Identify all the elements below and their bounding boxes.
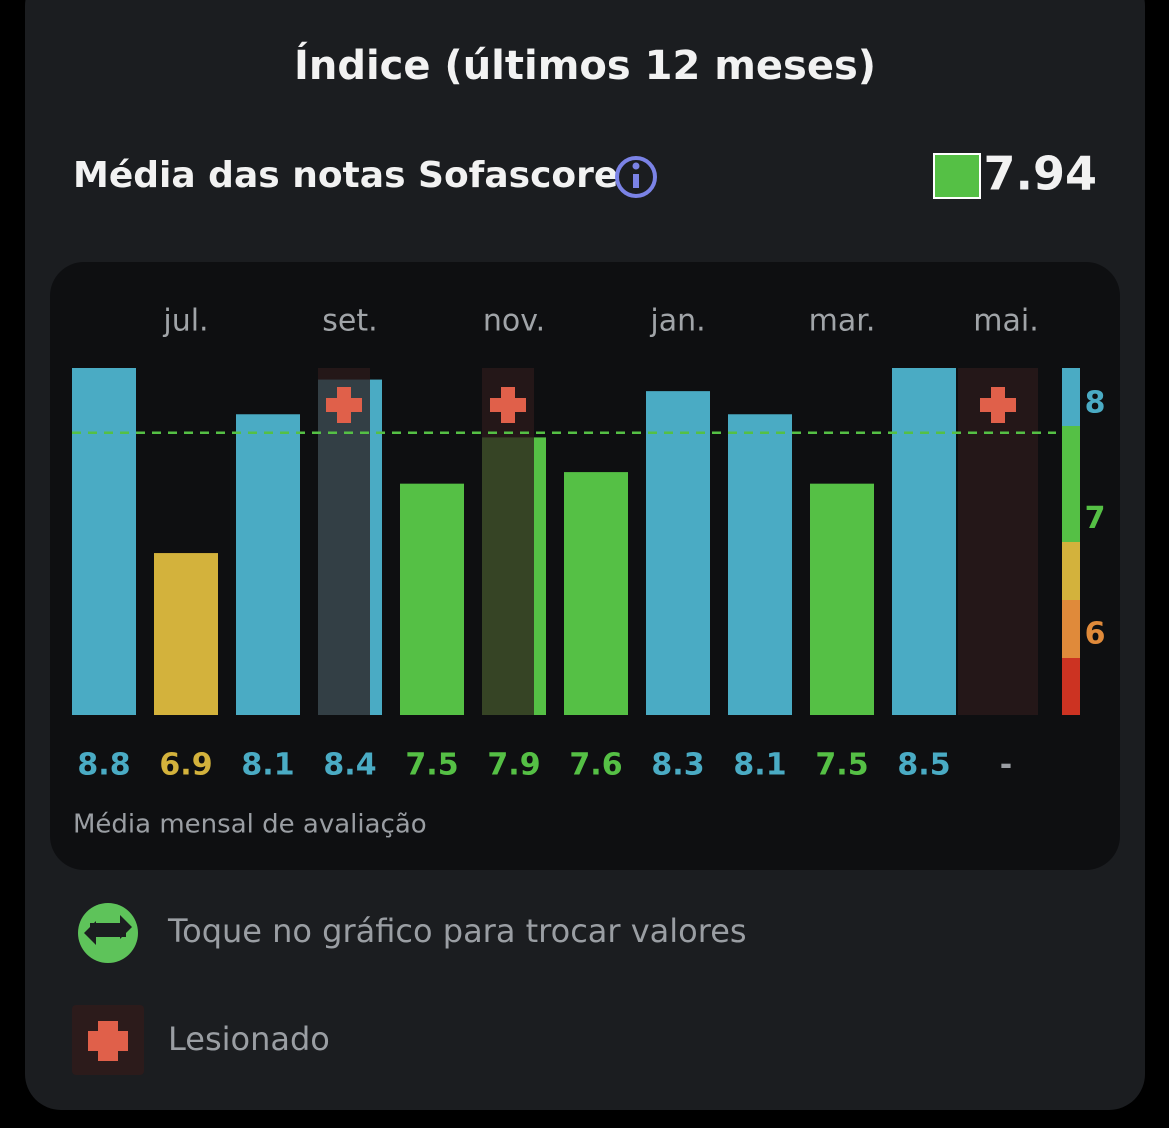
x-tick-label: set. (322, 304, 377, 339)
color-scale (1062, 368, 1080, 715)
value-label: 8.5 (897, 748, 950, 783)
injury-overlay (958, 368, 1038, 715)
bar (810, 483, 874, 715)
hint: Toque no gráfico para trocar valores (167, 912, 747, 950)
average-value: 7.94 (984, 147, 1098, 201)
y-tick-label: 8 (1085, 385, 1106, 420)
value-label: 7.5 (815, 748, 868, 783)
x-tick-label: nov. (483, 304, 545, 339)
subtitle: Média das notas Sofascore (73, 155, 618, 196)
bar (646, 391, 710, 715)
injury-icon (326, 387, 362, 423)
average-swatch (933, 153, 981, 199)
x-tick-label: jan. (649, 304, 705, 339)
value-label: 6.9 (159, 748, 212, 783)
swap-icon[interactable] (78, 903, 138, 963)
x-tick-label: mai. (973, 304, 1038, 339)
y-tick-label: 6 (1085, 617, 1106, 652)
injury-icon (980, 387, 1016, 423)
value-label: 7.6 (569, 748, 622, 783)
bar (154, 553, 218, 715)
injury-icon (490, 387, 526, 423)
value-label: 7.9 (487, 748, 540, 783)
info-icon[interactable] (615, 156, 657, 198)
injury-overlay (318, 368, 370, 715)
bar (892, 368, 956, 715)
injured-legend: Lesionado (168, 1020, 330, 1058)
card-title: Índice (últimos 12 meses) (294, 41, 876, 89)
injury-overlay (482, 368, 534, 715)
value-label: - (1000, 748, 1012, 783)
value-label: 8.4 (323, 748, 376, 783)
value-label: 8.8 (77, 748, 130, 783)
bar (236, 414, 300, 715)
bar (728, 414, 792, 715)
x-tick-label: jul. (162, 304, 208, 339)
injured-legend-icon (72, 1005, 144, 1075)
x-tick-label: mar. (809, 304, 876, 339)
value-label: 8.1 (241, 748, 294, 783)
value-label: 8.1 (733, 748, 786, 783)
value-label: 7.5 (405, 748, 458, 783)
bar (400, 483, 464, 715)
bar (564, 472, 628, 715)
y-tick-label: 7 (1085, 501, 1106, 536)
caption: Média mensal de avaliação (73, 810, 427, 840)
value-label: 8.3 (651, 748, 704, 783)
bar (72, 368, 136, 715)
